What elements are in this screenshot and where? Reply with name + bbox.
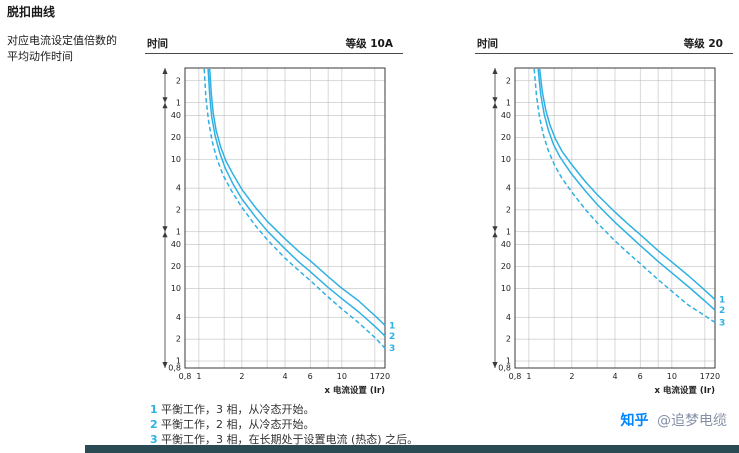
svg-text:4: 4 (176, 184, 181, 193)
chart-class-label: 等级 10A (345, 38, 393, 50)
legend-item-text: 平衡工作，3 相，在长期处于设置电流 (热态) 之后。 (161, 433, 419, 446)
svg-text:20: 20 (501, 262, 511, 271)
svg-text:0,8: 0,8 (168, 364, 181, 373)
svg-text:20: 20 (710, 372, 720, 381)
legend-item: 1 平衡工作，3 相，从冷态开始。 (150, 402, 418, 417)
legend-item-text: 平衡工作，3 相，从冷态开始。 (161, 403, 315, 416)
svg-text:4: 4 (176, 313, 181, 322)
svg-text:10: 10 (337, 372, 347, 381)
page-subtitle-line2: 平均动作时间 (7, 50, 73, 63)
trip-curve-chart-class-20: 时间 等级 20 2 1 40 20 10 4 2 1 40 20 10 4 2 1 0,8 0,8 1 2 4 6 1… (475, 34, 733, 406)
svg-text:2: 2 (389, 332, 395, 342)
svg-text:20: 20 (501, 133, 511, 142)
chart-header: 时间 等级 20 (475, 34, 733, 54)
svg-text:10: 10 (501, 284, 511, 293)
page-subtitle: 对应电流设定值倍数的 平均动作时间 (7, 33, 117, 65)
svg-text:2: 2 (506, 76, 511, 85)
svg-text:1: 1 (176, 227, 181, 236)
svg-text:2: 2 (176, 76, 181, 85)
y-axis-title: 时间 (477, 38, 498, 50)
svg-text:2: 2 (239, 372, 244, 381)
svg-text:0,8: 0,8 (509, 372, 522, 381)
svg-text:40: 40 (501, 111, 511, 120)
svg-text:1: 1 (389, 321, 395, 331)
svg-text:4: 4 (506, 184, 511, 193)
svg-text:1: 1 (506, 98, 511, 107)
svg-text:1: 1 (526, 372, 531, 381)
svg-text:6: 6 (308, 372, 313, 381)
svg-text:1: 1 (506, 227, 511, 236)
svg-text:17: 17 (700, 372, 710, 381)
svg-text:4: 4 (506, 313, 511, 322)
legend-item-text: 平衡工作，2 相，从冷态开始。 (161, 418, 315, 431)
page-title: 脱扣曲线 (7, 5, 56, 19)
svg-text:x 电流设置 (Ir): x 电流设置 (Ir) (654, 385, 715, 396)
legend-item: 2 平衡工作，2 相，从冷态开始。 (150, 417, 418, 432)
legend-item-number: 3 (150, 433, 158, 446)
svg-text:3: 3 (389, 344, 395, 354)
legend-item-number: 1 (150, 403, 158, 416)
svg-text:2: 2 (719, 306, 725, 316)
svg-text:0,8: 0,8 (179, 372, 192, 381)
svg-text:1: 1 (196, 372, 201, 381)
svg-text:2: 2 (506, 335, 511, 344)
svg-text:20: 20 (380, 372, 390, 381)
svg-text:2: 2 (176, 335, 181, 344)
svg-text:40: 40 (171, 240, 181, 249)
svg-text:40: 40 (501, 240, 511, 249)
svg-text:17: 17 (370, 372, 380, 381)
svg-text:10: 10 (171, 284, 181, 293)
legend-item-number: 2 (150, 418, 158, 431)
trip-curve-chart-class-10a: 时间 等级 10A 2 1 40 20 10 4 2 1 40 20 10 4 2 1 0,8 0,8 1 2 4 6… (145, 34, 403, 406)
svg-text:20: 20 (171, 133, 181, 142)
chart-header: 时间 等级 10A (145, 34, 403, 54)
bottom-bar (85, 445, 739, 453)
svg-text:2: 2 (176, 206, 181, 215)
svg-text:40: 40 (171, 111, 181, 120)
svg-text:x 电流设置 (Ir): x 电流设置 (Ir) (324, 385, 385, 396)
zhihu-author-handle: @追梦电缆 (657, 413, 727, 429)
zhihu-watermark: 知乎 @追梦电缆 (621, 410, 727, 430)
svg-text:1: 1 (176, 98, 181, 107)
svg-text:6: 6 (638, 372, 643, 381)
svg-text:3: 3 (719, 318, 725, 328)
svg-text:2: 2 (569, 372, 574, 381)
svg-text:10: 10 (171, 155, 181, 164)
svg-text:10: 10 (667, 372, 677, 381)
legend-item: 3 平衡工作，3 相，在长期处于设置电流 (热态) 之后。 (150, 432, 418, 447)
curve-legend: 1 平衡工作，3 相，从冷态开始。 2 平衡工作，2 相，从冷态开始。 3 平衡… (150, 402, 418, 447)
zhihu-brand-text: 知乎 (620, 413, 649, 429)
svg-text:4: 4 (612, 372, 617, 381)
svg-text:10: 10 (501, 155, 511, 164)
svg-text:1: 1 (506, 357, 511, 366)
chart-class-label: 等级 20 (683, 38, 723, 50)
svg-text:20: 20 (171, 262, 181, 271)
page-subtitle-line1: 对应电流设定值倍数的 (7, 34, 117, 47)
svg-text:1: 1 (719, 296, 725, 306)
y-axis-title: 时间 (147, 38, 168, 50)
svg-text:4: 4 (282, 372, 287, 381)
svg-text:1: 1 (176, 357, 181, 366)
svg-text:2: 2 (506, 206, 511, 215)
svg-text:0,8: 0,8 (498, 364, 511, 373)
